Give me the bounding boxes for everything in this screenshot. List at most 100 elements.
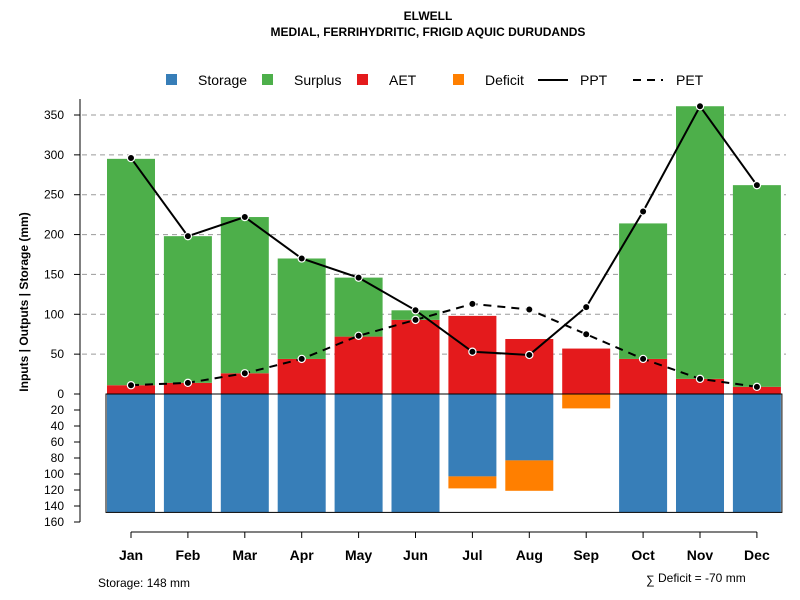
storage-bar-mar <box>220 394 269 513</box>
surplus-bar-oct <box>619 223 668 359</box>
x-tick-label-feb: Feb <box>175 547 200 563</box>
aet-bar-mar <box>220 373 269 394</box>
legend-label-aet: AET <box>389 72 417 88</box>
storage-bar-nov <box>676 394 724 513</box>
aet-bar-nov <box>676 378 724 394</box>
surplus-bar-jun <box>391 310 440 320</box>
y-tick-label-50: 50 <box>51 347 65 361</box>
pet-point-jun <box>411 315 420 325</box>
pet-line <box>130 302 758 388</box>
ppt-point-jan <box>126 153 136 163</box>
ppt-point-sep <box>582 302 591 312</box>
bars <box>105 106 783 513</box>
pet-point-feb <box>183 378 193 388</box>
storage-bar-oct <box>619 394 668 513</box>
ppt-point-mar <box>240 212 249 222</box>
ppt-point-oct <box>638 207 648 216</box>
aet-bar-jan <box>107 385 155 394</box>
y-tick-label-300: 300 <box>44 148 64 162</box>
pet-point-mar <box>240 369 249 378</box>
storage-bar-jul <box>448 394 497 477</box>
storage-bar-apr <box>277 394 326 513</box>
legend-label-storage: Storage <box>198 72 247 88</box>
surplus-bar-feb <box>163 236 212 383</box>
y-lower-tick-label-160: 160 <box>44 515 64 529</box>
ppt-point-jul <box>468 347 477 356</box>
y-lower-tick-label-20: 20 <box>51 403 65 417</box>
storage-bar-aug <box>505 394 554 461</box>
y-lower-tick-label-100: 100 <box>44 467 64 481</box>
x-tick-label-jan: Jan <box>119 547 143 563</box>
y-tick-label-250: 250 <box>44 188 64 202</box>
y-tick-label-0: 0 <box>57 387 64 401</box>
y-tick-label-150: 150 <box>44 267 64 281</box>
surplus-bar-mar <box>220 217 269 374</box>
x-tick-label-may: May <box>345 547 372 563</box>
y-lower-tick-label-140: 140 <box>44 499 64 513</box>
x-tick-label-aug: Aug <box>516 547 543 563</box>
surplus-bar-jan <box>107 158 155 386</box>
axes: 0 50 100 150 200 250 300 350 20 40 60 80 100 120 140 16… <box>44 99 770 563</box>
y-tick-label-100: 100 <box>44 307 64 321</box>
legend-swatch-deficit <box>453 74 464 85</box>
surplus-bar-nov <box>676 106 724 379</box>
y-lower-tick-label-60: 60 <box>51 435 65 449</box>
y-lower-tick-label-40: 40 <box>51 419 65 433</box>
x-tick-label-dec: Dec <box>744 547 770 563</box>
x-tick-label-mar: Mar <box>232 547 257 563</box>
ppt-point-dec <box>752 180 762 190</box>
storage-bar-jun <box>391 394 440 513</box>
aet-bar-aug <box>505 338 554 394</box>
surplus-bar-dec <box>732 185 781 387</box>
series-lines <box>126 102 762 392</box>
y-tick-label-350: 350 <box>44 108 64 122</box>
ppt-point-aug <box>525 350 534 360</box>
sum-symbol: ∑ <box>646 573 655 587</box>
aet-bar-sep <box>562 348 611 394</box>
pet-point-sep <box>582 330 591 339</box>
ppt-point-jun <box>411 306 420 315</box>
deficit-bar-jul <box>448 476 497 489</box>
legend-label-pet: PET <box>676 72 704 88</box>
x-tick-label-jun: Jun <box>403 547 428 563</box>
aet-bar-apr <box>277 358 326 394</box>
x-tick-label-sep: Sep <box>573 547 599 563</box>
deficit-footnote: Deficit = -70 mm <box>658 571 746 585</box>
ppt-point-feb <box>183 231 193 241</box>
y-axis-label: Inputs | Outputs | Storage (mm) <box>17 212 31 391</box>
pet-point-nov <box>695 374 705 384</box>
legend-label-deficit: Deficit <box>485 72 524 88</box>
storage-bar-may <box>334 394 383 513</box>
y-lower-tick-label-120: 120 <box>44 483 64 497</box>
pet-point-jul <box>468 299 477 309</box>
pet-point-oct <box>638 354 648 364</box>
pet-point-dec <box>752 382 762 392</box>
aet-bar-may <box>334 336 383 394</box>
deficit-bar-aug <box>505 460 554 491</box>
pet-point-apr <box>297 354 306 364</box>
legend-swatch-aet <box>357 74 368 85</box>
x-tick-label-apr: Apr <box>290 547 315 563</box>
y-lower-tick-label-80: 80 <box>51 451 65 465</box>
legend-label-ppt: PPT <box>580 72 608 88</box>
legend: Storage Surplus AET Deficit PPT PET <box>166 72 704 88</box>
pet-point-may <box>354 331 363 341</box>
storage-bar-dec <box>732 394 781 513</box>
pet-point-aug <box>525 305 534 314</box>
ppt-line <box>130 104 758 356</box>
pet-point-jan <box>126 381 136 390</box>
x-tick-label-nov: Nov <box>687 547 714 563</box>
x-tick-label-jul: Jul <box>462 547 482 563</box>
storage-footnote: Storage: 148 mm <box>98 576 190 590</box>
storage-bar-feb <box>163 394 212 513</box>
legend-swatch-storage <box>166 74 177 85</box>
ppt-point-nov <box>695 102 705 111</box>
legend-label-surplus: Surplus <box>294 72 341 88</box>
aet-bar-jun <box>391 319 440 394</box>
storage-bar-jan <box>107 394 155 513</box>
surplus-bar-apr <box>277 258 326 359</box>
x-tick-label-oct: Oct <box>631 547 655 563</box>
deficit-bar-sep <box>562 394 611 409</box>
y-tick-label-200: 200 <box>44 228 64 242</box>
